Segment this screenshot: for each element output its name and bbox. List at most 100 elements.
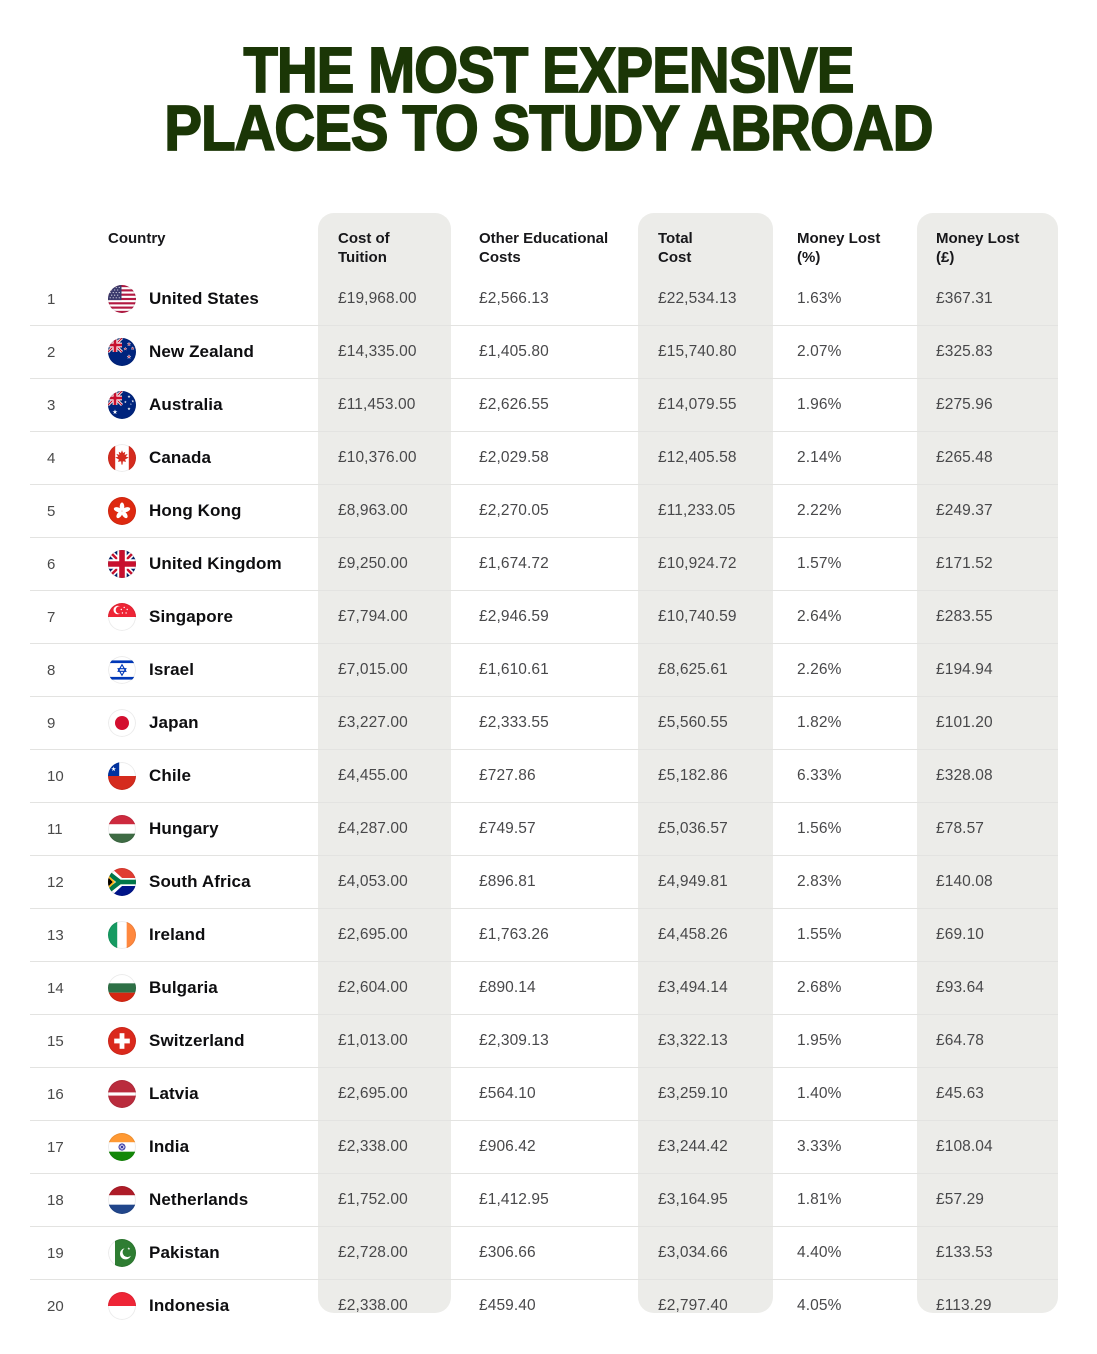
cell-cost-of-tuition: £7,015.00 [338, 661, 408, 679]
cell-cost-of-tuition: £8,963.00 [338, 502, 408, 520]
cell-money-lost-gbp: £133.53 [936, 1244, 993, 1262]
cell-money-lost-gbp: £265.48 [936, 449, 993, 467]
table-row: 8 Israel £7,015.00 £1,610.61 £8,625.61 2… [30, 644, 1058, 698]
table-row: 19 Pakistan £2,728.00 £306.66 £3,034.66 … [30, 1227, 1058, 1281]
row-rank: 5 [47, 502, 56, 520]
cell-total-cost: £3,244.42 [658, 1138, 728, 1156]
cell-other-educational-costs: £2,029.58 [479, 449, 549, 467]
flag-ireland-icon [108, 921, 136, 950]
cell-cost-of-tuition: £2,695.00 [338, 926, 408, 944]
cell-money-lost-pct: 3.33% [797, 1138, 842, 1156]
cell-total-cost: £3,164.95 [658, 1191, 728, 1209]
cell-other-educational-costs: £2,566.13 [479, 290, 549, 308]
row-rank: 15 [47, 1032, 64, 1050]
cell-cost-of-tuition: £14,335.00 [338, 343, 417, 361]
country-name: India [149, 1137, 190, 1157]
flag-switzerland-icon [108, 1027, 136, 1056]
cell-money-lost-pct: 4.05% [797, 1297, 842, 1315]
cell-money-lost-gbp: £101.20 [936, 714, 993, 732]
table-row: 14 Bulgaria £2,604.00 £890.14 £3,494.14 … [30, 962, 1058, 1016]
row-rank: 14 [47, 979, 64, 997]
cell-cost-of-tuition: £4,287.00 [338, 820, 408, 838]
row-country-cell: Chile [108, 762, 318, 791]
table-row: 16 Latvia £2,695.00 £564.10 £3,259.10 1.… [30, 1068, 1058, 1122]
cell-money-lost-gbp: £57.29 [936, 1191, 985, 1209]
cell-cost-of-tuition: £10,376.00 [338, 449, 417, 467]
cell-other-educational-costs: £1,412.95 [479, 1191, 549, 1209]
table-row: 15 Switzerland £1,013.00 £2,309.13 £3,32… [30, 1015, 1058, 1069]
cell-money-lost-pct: 2.07% [797, 343, 842, 361]
cell-total-cost: £4,949.81 [658, 873, 728, 891]
page-title-line-1: THE MOST EXPENSIVE [243, 34, 856, 106]
row-rank: 8 [47, 661, 56, 679]
cell-money-lost-pct: 1.40% [797, 1085, 842, 1103]
table-row: 2 New Zealand £14,335.00 £1,405.80 £15,7… [30, 326, 1058, 380]
cell-money-lost-pct: 2.14% [797, 449, 842, 467]
cell-cost-of-tuition: £2,695.00 [338, 1085, 408, 1103]
cell-cost-of-tuition: £2,604.00 [338, 979, 408, 997]
row-country-cell: South Africa [108, 868, 318, 897]
cell-money-lost-gbp: £171.52 [936, 555, 993, 573]
cell-total-cost: £4,458.26 [658, 926, 728, 944]
cell-money-lost-pct: 1.57% [797, 555, 842, 573]
cell-money-lost-gbp: £249.37 [936, 502, 993, 520]
cell-total-cost: £10,740.59 [658, 608, 737, 626]
cell-total-cost: £10,924.72 [658, 555, 737, 573]
cell-total-cost: £5,036.57 [658, 820, 728, 838]
table-row: 5 Hong Kong £8,963.00 £2,270.05 £11,233.… [30, 485, 1058, 539]
cost-table: Country Cost of Tuition Other Educationa… [30, 213, 1058, 1332]
cell-money-lost-gbp: £45.63 [936, 1085, 985, 1103]
column-header-total-cost: Total Cost [658, 230, 693, 267]
cell-other-educational-costs: £459.40 [479, 1297, 536, 1315]
cell-other-educational-costs: £564.10 [479, 1085, 536, 1103]
flag-united-states-icon [108, 285, 136, 314]
cell-total-cost: £3,494.14 [658, 979, 728, 997]
flag-new-zealand-icon [108, 338, 136, 367]
cell-money-lost-gbp: £367.31 [936, 290, 993, 308]
flag-israel-icon [108, 656, 136, 685]
table-row: 9 Japan £3,227.00 £2,333.55 £5,560.55 1.… [30, 697, 1058, 751]
cell-total-cost: £14,079.55 [658, 396, 737, 414]
table-row: 1 United States £19,968.00 £2,566.13 £22… [30, 273, 1058, 327]
row-rank: 1 [47, 290, 56, 308]
country-name: United States [149, 289, 259, 309]
row-country-cell: Switzerland [108, 1027, 318, 1056]
cell-cost-of-tuition: £7,794.00 [338, 608, 408, 626]
row-country-cell: Canada [108, 444, 318, 473]
column-highlight-total-cost [638, 213, 773, 1314]
cell-money-lost-pct: 2.68% [797, 979, 842, 997]
cell-money-lost-gbp: £194.94 [936, 661, 993, 679]
flag-south-africa-icon [108, 868, 136, 897]
flag-hong-kong-icon [108, 497, 136, 526]
row-country-cell: United Kingdom [108, 550, 318, 579]
country-name: Bulgaria [149, 978, 218, 998]
country-name: Indonesia [149, 1296, 230, 1316]
table-row: 6 United Kingdom £9,250.00 £1,674.72 £10… [30, 538, 1058, 592]
row-rank: 4 [47, 449, 56, 467]
country-name: Latvia [149, 1084, 199, 1104]
column-header-country: Country [108, 230, 166, 248]
cell-money-lost-gbp: £69.10 [936, 926, 985, 944]
cell-money-lost-gbp: £113.29 [936, 1297, 992, 1315]
cell-money-lost-pct: 1.55% [797, 926, 842, 944]
cell-money-lost-pct: 2.22% [797, 502, 842, 520]
cell-other-educational-costs: £1,763.26 [479, 926, 549, 944]
cell-total-cost: £3,259.10 [658, 1085, 728, 1103]
row-country-cell: Netherlands [108, 1186, 318, 1215]
cell-total-cost: £5,560.55 [658, 714, 728, 732]
row-country-cell: Hungary [108, 815, 318, 844]
row-rank: 6 [47, 555, 56, 573]
cell-total-cost: £3,034.66 [658, 1244, 728, 1262]
flag-netherlands-icon [108, 1186, 136, 1215]
flag-latvia-icon [108, 1080, 136, 1109]
row-country-cell: Hong Kong [108, 497, 318, 526]
row-rank: 16 [47, 1085, 64, 1103]
cell-money-lost-gbp: £93.64 [936, 979, 985, 997]
row-country-cell: Pakistan [108, 1239, 318, 1268]
row-rank: 18 [47, 1191, 64, 1209]
cell-other-educational-costs: £727.86 [479, 767, 536, 785]
row-rank: 7 [47, 608, 56, 626]
country-name: United Kingdom [149, 554, 282, 574]
country-name: Japan [149, 713, 199, 733]
